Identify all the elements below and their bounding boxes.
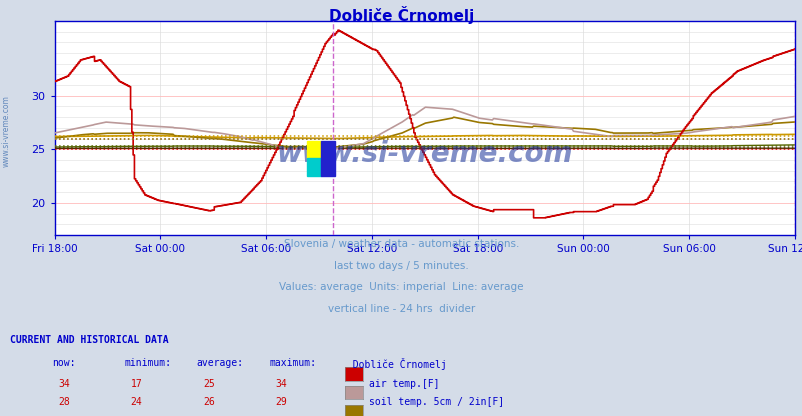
Bar	[306, 141, 321, 158]
Text: 34: 34	[275, 379, 286, 389]
Text: 26: 26	[203, 397, 214, 407]
Text: CURRENT AND HISTORICAL DATA: CURRENT AND HISTORICAL DATA	[10, 335, 168, 345]
Text: www.si-vreme.com: www.si-vreme.com	[2, 95, 11, 167]
Text: 24: 24	[131, 397, 142, 407]
Text: air temp.[F]: air temp.[F]	[369, 379, 439, 389]
Bar	[321, 141, 335, 176]
Text: maximum:: maximum:	[269, 358, 316, 368]
Text: vertical line - 24 hrs  divider: vertical line - 24 hrs divider	[327, 304, 475, 314]
Text: last two days / 5 minutes.: last two days / 5 minutes.	[334, 261, 468, 271]
Text: 34: 34	[59, 379, 70, 389]
Text: www.si-vreme.com: www.si-vreme.com	[276, 140, 573, 168]
Bar	[306, 158, 321, 176]
Text: 25: 25	[203, 379, 214, 389]
Text: Dobliče Črnomelj: Dobliče Črnomelj	[329, 6, 473, 24]
Text: now:: now:	[52, 358, 75, 368]
Text: 28: 28	[59, 397, 70, 407]
Text: soil temp. 5cm / 2in[F]: soil temp. 5cm / 2in[F]	[369, 397, 504, 407]
Text: minimum:: minimum:	[124, 358, 172, 368]
Text: Slovenia / weather data - automatic stations.: Slovenia / weather data - automatic stat…	[283, 239, 519, 249]
Text: Values: average  Units: imperial  Line: average: Values: average Units: imperial Line: av…	[279, 282, 523, 292]
Text: 29: 29	[275, 397, 286, 407]
Text: 17: 17	[131, 379, 142, 389]
Text: Dobliče Črnomelj: Dobliče Črnomelj	[341, 358, 447, 370]
Text: average:: average:	[196, 358, 244, 368]
